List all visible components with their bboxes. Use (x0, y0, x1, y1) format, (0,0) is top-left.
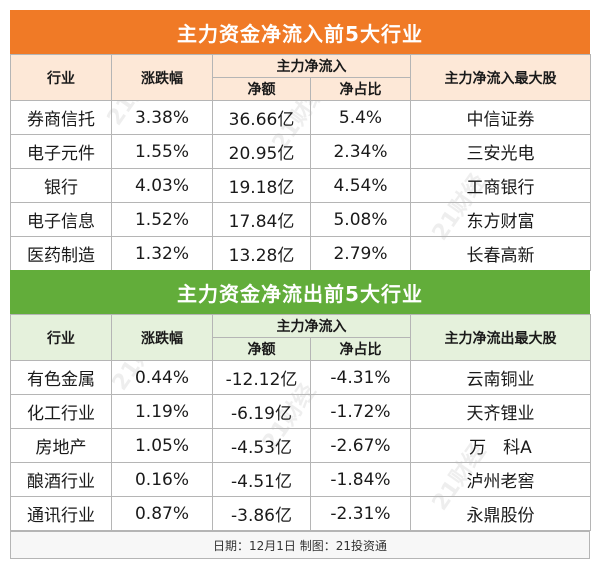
inflow-table: 行业 涨跌幅 主力净流入 主力净流入最大股 净额 净占比 券商信托 3.38% … (10, 54, 591, 271)
header-net-amount: 净额 (212, 77, 311, 101)
ratio-cell: -4.31% (310, 360, 411, 395)
header-main-flow: 主力净流入 (212, 54, 411, 78)
table-row: 医药制造 1.32% 13.28亿 2.79% 长春高新 (10, 236, 591, 271)
amount-cell: 19.18亿 (212, 168, 311, 203)
change-cell: 0.87% (111, 496, 213, 531)
change-cell: 1.32% (111, 236, 213, 271)
header-net-ratio: 净占比 (310, 337, 411, 361)
amount-cell: 20.95亿 (212, 134, 311, 169)
inflow-title: 主力资金净流入前5大行业 (10, 10, 590, 54)
table-row: 电子信息 1.52% 17.84亿 5.08% 东方财富 (10, 202, 591, 237)
change-cell: 4.03% (111, 168, 213, 203)
industry-cell: 电子元件 (10, 134, 112, 169)
amount-cell: -4.51亿 (212, 462, 311, 497)
table-row: 券商信托 3.38% 36.66亿 5.4% 中信证券 (10, 100, 591, 135)
stock-cell: 长春高新 (410, 236, 591, 271)
header-industry: 行业 (10, 54, 112, 101)
stock-cell: 云南铜业 (410, 360, 591, 395)
change-cell: 3.38% (111, 100, 213, 135)
outflow-title: 主力资金净流出前5大行业 (10, 270, 590, 314)
ratio-cell: -2.67% (310, 428, 411, 463)
table-row: 有色金属 0.44% -12.12亿 -4.31% 云南铜业 (10, 360, 591, 395)
change-cell: 1.55% (111, 134, 213, 169)
amount-cell: 17.84亿 (212, 202, 311, 237)
header-top-stock: 主力净流入最大股 (410, 54, 591, 101)
ratio-cell: -2.31% (310, 496, 411, 531)
change-cell: 0.44% (111, 360, 213, 395)
industry-cell: 有色金属 (10, 360, 112, 395)
header-main-flow: 主力净流入 (212, 314, 411, 338)
industry-cell: 银行 (10, 168, 112, 203)
ratio-cell: 4.54% (310, 168, 411, 203)
industry-cell: 房地产 (10, 428, 112, 463)
ratio-cell: 5.08% (310, 202, 411, 237)
industry-cell: 化工行业 (10, 394, 112, 429)
ratio-cell: -1.84% (310, 462, 411, 497)
stock-cell: 泸州老窖 (410, 462, 591, 497)
header-industry: 行业 (10, 314, 112, 361)
header-change: 涨跌幅 (111, 54, 213, 101)
table-row: 电子元件 1.55% 20.95亿 2.34% 三安光电 (10, 134, 591, 169)
table-row: 通讯行业 0.87% -3.86亿 -2.31% 永鼎股份 (10, 496, 591, 531)
amount-cell: -12.12亿 (212, 360, 311, 395)
header-net-amount: 净额 (212, 337, 311, 361)
industry-cell: 电子信息 (10, 202, 112, 237)
amount-cell: 36.66亿 (212, 100, 311, 135)
table-row: 化工行业 1.19% -6.19亿 -1.72% 天齐锂业 (10, 394, 591, 429)
stock-cell: 东方财富 (410, 202, 591, 237)
change-cell: 1.19% (111, 394, 213, 429)
ratio-cell: 2.34% (310, 134, 411, 169)
industry-cell: 医药制造 (10, 236, 112, 271)
outflow-header-row: 行业 涨跌幅 主力净流入 主力净流出最大股 (10, 314, 591, 361)
amount-cell: 13.28亿 (212, 236, 311, 271)
table-row: 银行 4.03% 19.18亿 4.54% 工商银行 (10, 168, 591, 203)
header-change: 涨跌幅 (111, 314, 213, 361)
change-cell: 1.52% (111, 202, 213, 237)
table-row: 酿酒行业 0.16% -4.51亿 -1.84% 泸州老窖 (10, 462, 591, 497)
amount-cell: -4.53亿 (212, 428, 311, 463)
industry-cell: 通讯行业 (10, 496, 112, 531)
stock-cell: 中信证券 (410, 100, 591, 135)
amount-cell: -6.19亿 (212, 394, 311, 429)
outflow-table: 行业 涨跌幅 主力净流入 主力净流出最大股 净额 净占比 有色金属 0.44% … (10, 314, 591, 531)
header-net-ratio: 净占比 (310, 77, 411, 101)
industry-cell: 酿酒行业 (10, 462, 112, 497)
ratio-cell: 2.79% (310, 236, 411, 271)
ratio-cell: 5.4% (310, 100, 411, 135)
change-cell: 0.16% (111, 462, 213, 497)
stock-cell: 三安光电 (410, 134, 591, 169)
change-cell: 1.05% (111, 428, 213, 463)
stock-cell: 永鼎股份 (410, 496, 591, 531)
stock-cell: 万 科A (410, 428, 591, 463)
header-top-stock: 主力净流出最大股 (410, 314, 591, 361)
inflow-header-row: 行业 涨跌幅 主力净流入 主力净流入最大股 (10, 54, 591, 101)
stock-cell: 工商银行 (410, 168, 591, 203)
amount-cell: -3.86亿 (212, 496, 311, 531)
industry-cell: 券商信托 (10, 100, 112, 135)
footer-credit: 日期：12月1日 制图：21投资通 (10, 531, 590, 559)
ratio-cell: -1.72% (310, 394, 411, 429)
table-row: 房地产 1.05% -4.53亿 -2.67% 万 科A (10, 428, 591, 463)
stock-cell: 天齐锂业 (410, 394, 591, 429)
